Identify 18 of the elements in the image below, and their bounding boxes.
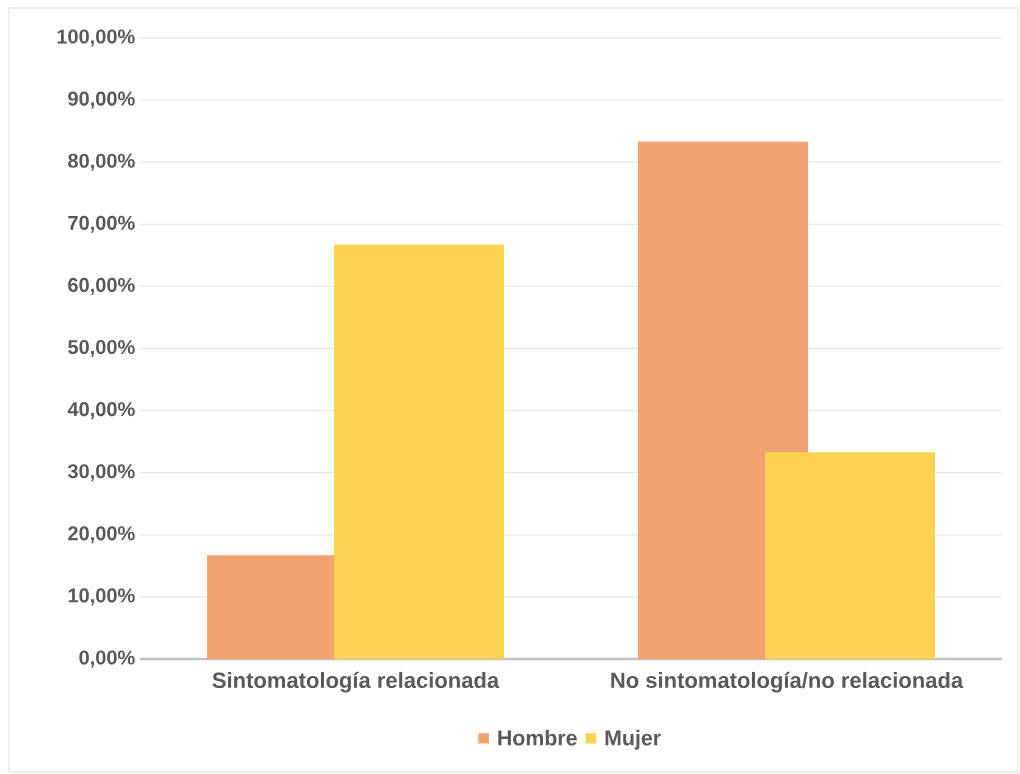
x-tick-label: No sintomatología/no relacionada bbox=[611, 671, 964, 693]
bar bbox=[638, 141, 809, 659]
y-tick-label: 30,00% bbox=[67, 464, 135, 482]
y-tick-label: 10,00% bbox=[68, 588, 135, 606]
bar bbox=[334, 244, 504, 659]
y-tick-label: 60,00% bbox=[68, 277, 135, 295]
y-tick-label: 50,00% bbox=[68, 339, 135, 358]
y-tick-label: 80,00% bbox=[68, 153, 135, 171]
y-tick-label: 40,00% bbox=[67, 402, 135, 420]
y-tick-label: 70,00% bbox=[68, 215, 135, 233]
legend-label: Hombre bbox=[498, 729, 577, 746]
x-tick-label: Sintomatología relacionada bbox=[212, 671, 500, 693]
y-tick-label: 20,00% bbox=[68, 526, 135, 544]
bar bbox=[765, 452, 936, 659]
legend-label: Mujer bbox=[605, 729, 661, 750]
y-tick-label: 100,00% bbox=[57, 29, 135, 47]
y-tick-label: 90,00% bbox=[68, 91, 135, 109]
y-tick-label: 0,00% bbox=[79, 650, 135, 668]
